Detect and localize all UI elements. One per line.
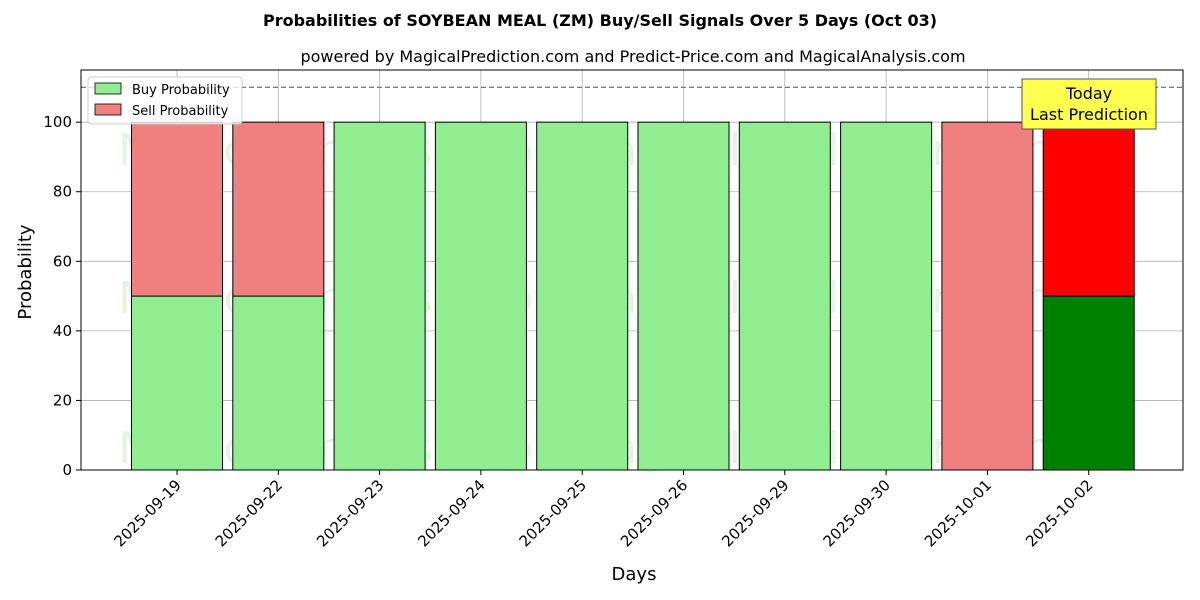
y-tick-label: 40: [53, 322, 72, 340]
y-tick-label: 60: [53, 252, 72, 270]
today-annotation-line1: Today: [1065, 84, 1112, 103]
x-tick-label: 2025-09-19: [110, 476, 184, 550]
legend-label-sell: Sell Probability: [132, 104, 229, 119]
chart-title: Probabilities of SOYBEAN MEAL (ZM) Buy/S…: [263, 11, 937, 30]
bar-sell-2025-09-22: [232, 121, 325, 297]
y-tick-label: 0: [62, 461, 72, 479]
bar-sell-2025-10-02: [1042, 121, 1135, 297]
bar-buy-2025-10-02: [1042, 295, 1135, 471]
legend: Buy Probability Sell Probability: [87, 76, 243, 125]
today-annotation: Today Last Prediction: [1021, 78, 1157, 130]
today-annotation-box: [1021, 78, 1157, 130]
x-tick-label: 2025-09-23: [313, 476, 387, 550]
chart-subtitle: powered by MagicalPrediction.com and Pre…: [300, 47, 965, 66]
x-axis-label: Days: [612, 564, 657, 585]
x-tick-label: 2025-10-02: [1022, 476, 1096, 550]
y-tick-label: 100: [43, 113, 72, 131]
bar-buy-2025-09-19: [131, 295, 223, 471]
today-annotation-line2: Last Prediction: [1030, 105, 1148, 124]
y-axis-ticks: 0 20 40 60 80 100: [43, 113, 81, 479]
bar-buy-2025-09-29: [738, 121, 831, 471]
legend-swatch-buy: [94, 82, 122, 95]
x-tick-label: 2025-09-29: [718, 476, 792, 550]
bars: [131, 121, 1135, 471]
bar-buy-2025-09-23: [333, 121, 426, 471]
x-axis-ticks: 2025-09-19 2025-09-22 2025-09-23 2025-09-24…: [110, 470, 1097, 550]
bar-buy-2025-09-26: [637, 121, 730, 471]
x-tick-label: 2025-09-26: [617, 476, 691, 550]
x-tick-label: 2025-09-24: [414, 476, 488, 550]
y-tick-label: 20: [53, 391, 72, 409]
x-tick-label: 2025-09-25: [516, 476, 590, 550]
x-tick-label: 2025-09-22: [212, 476, 286, 550]
legend-label-buy: Buy Probability: [132, 83, 230, 98]
legend-swatch-sell: [94, 103, 122, 116]
y-axis-label: Probability: [15, 224, 36, 319]
legend-box: [87, 76, 243, 125]
bar-sell-2025-09-19: [131, 121, 223, 297]
y-tick-label: 80: [53, 183, 72, 201]
bar-buy-2025-09-25: [536, 121, 629, 471]
bar-buy-2025-09-22: [232, 295, 325, 471]
x-tick-label: 2025-10-01: [921, 476, 995, 550]
bar-sell-2025-10-01: [941, 121, 1034, 471]
bar-buy-2025-09-30: [840, 121, 933, 471]
x-tick-label: 2025-09-30: [820, 476, 894, 550]
plot-frame: [80, 69, 1184, 471]
bar-buy-2025-09-24: [434, 121, 527, 471]
